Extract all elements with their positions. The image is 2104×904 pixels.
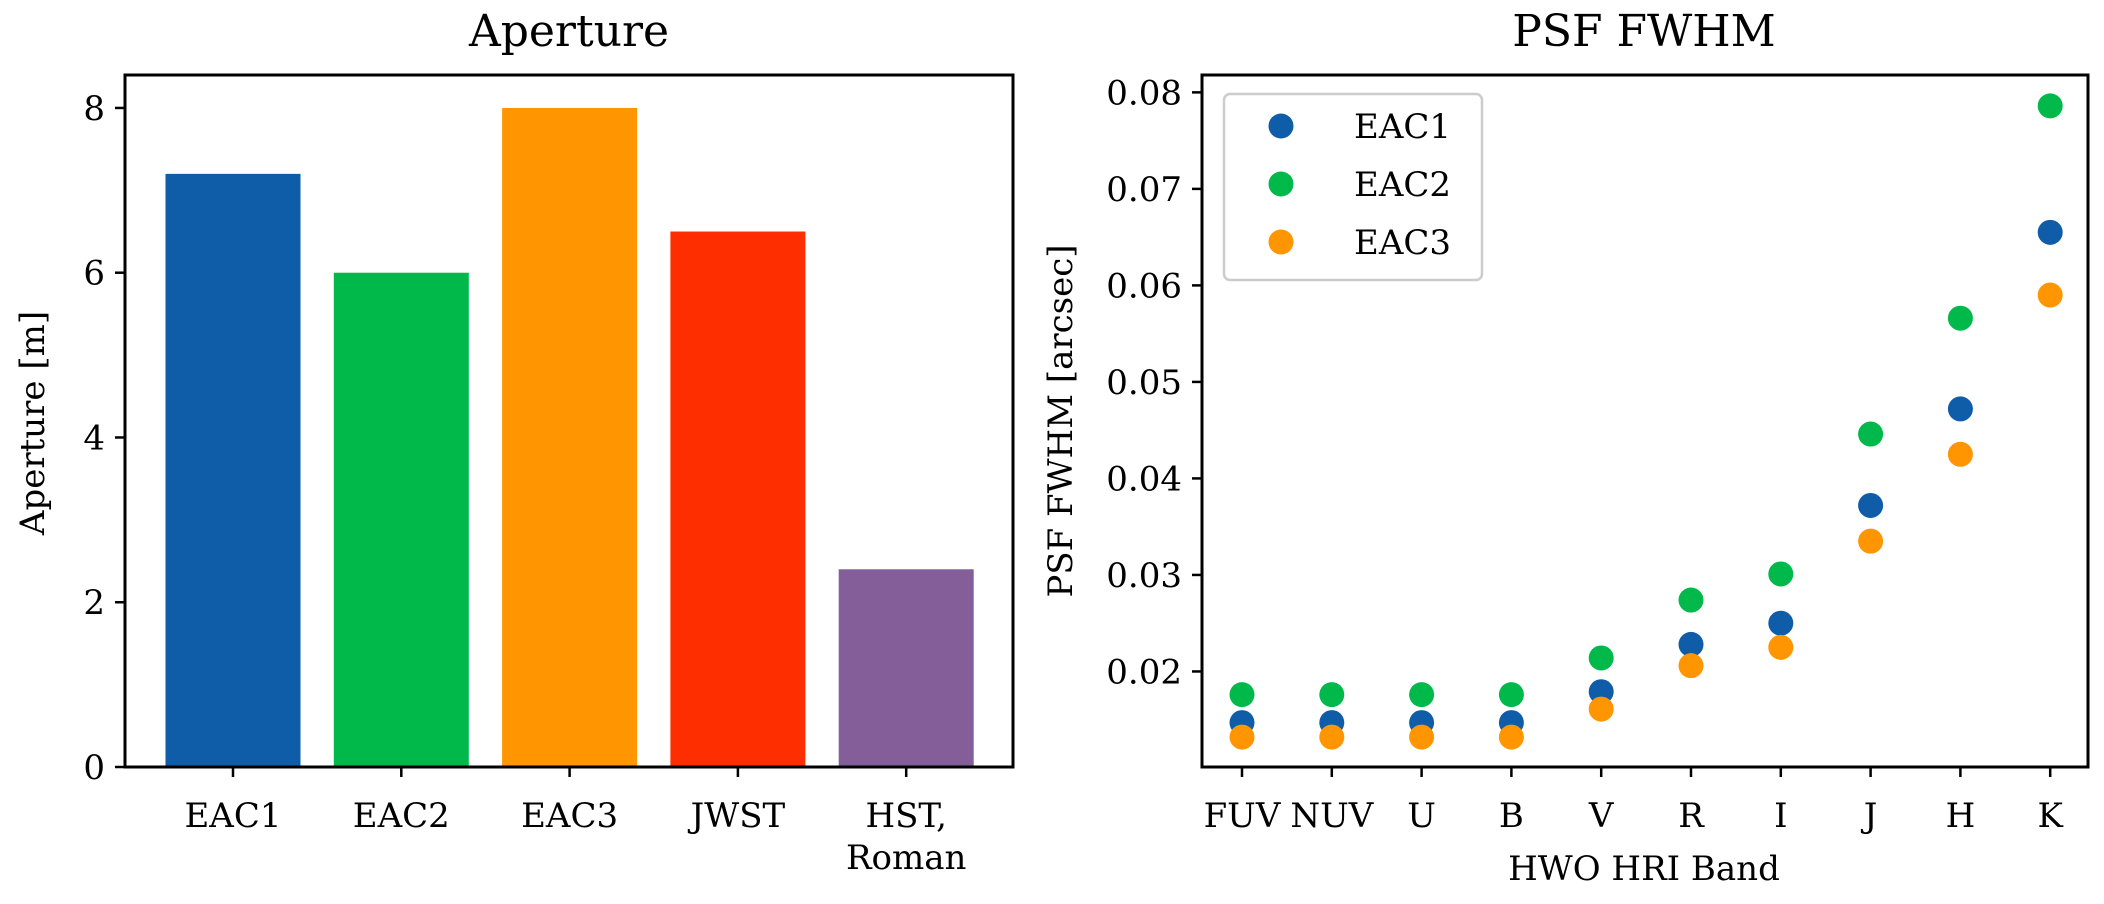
x-tick-label: I <box>1774 796 1787 836</box>
bar <box>502 107 638 767</box>
data-point <box>1498 724 1524 750</box>
data-point <box>1409 682 1435 708</box>
data-point <box>1678 653 1704 679</box>
data-point <box>2037 282 2063 308</box>
plot-frame <box>123 73 1015 769</box>
y-axis-ticks: 0.02 0.03 0.04 0.05 0.06 0.07 0.08 <box>1106 73 1202 692</box>
y-tick-label: 4 <box>83 418 105 458</box>
data-point <box>1768 634 1794 660</box>
data-point <box>1947 441 1973 467</box>
y-tick-label: 0.04 <box>1106 459 1182 499</box>
aperture-chart: Aperture Aperture [m] 0 2 4 6 8 EAC1 EAC2 EAC3… <box>13 6 1015 878</box>
y-tick-label: 0.03 <box>1106 556 1182 596</box>
y-axis-ticks: 0 2 4 6 8 <box>83 89 125 788</box>
y-tick-label: 2 <box>83 583 105 623</box>
x-axis-label: HWO HRI Band <box>1508 849 1780 889</box>
data-point <box>2037 219 2063 245</box>
x-tick-label: J <box>1861 796 1878 836</box>
data-point <box>1588 679 1614 705</box>
x-tick-label: Roman <box>846 838 966 878</box>
data-point <box>1319 682 1345 708</box>
legend-label: EAC2 <box>1354 165 1451 205</box>
bar <box>333 272 469 767</box>
chart-title: PSF FWHM <box>1512 6 1775 57</box>
y-tick-label: 0.08 <box>1106 73 1182 113</box>
data-point <box>1947 305 1973 331</box>
x-tick-label: B <box>1499 796 1524 836</box>
data-point <box>1768 610 1794 636</box>
legend-marker <box>1268 113 1294 139</box>
x-tick-label: EAC3 <box>521 796 618 836</box>
x-tick-label: V <box>1588 796 1615 836</box>
data-points <box>1229 93 2063 750</box>
y-tick-label: 6 <box>83 254 105 294</box>
data-point <box>1768 561 1794 587</box>
legend: EAC1 EAC2 EAC3 <box>1222 92 1484 282</box>
data-point <box>1858 421 1884 447</box>
data-point <box>1229 724 1255 750</box>
x-tick-label: EAC1 <box>184 796 281 836</box>
y-tick-label: 0.05 <box>1106 363 1182 403</box>
data-point <box>1858 528 1884 554</box>
bar <box>670 231 806 767</box>
data-point <box>1319 724 1345 750</box>
y-tick-label: 0.02 <box>1106 652 1182 692</box>
bar <box>838 569 974 767</box>
y-axis-label: PSF FWHM [arcsec] <box>1041 244 1081 597</box>
data-point <box>1947 396 1973 422</box>
x-axis-ticks: FUV NUV U B V R I J H K <box>1204 767 2063 836</box>
legend-marker <box>1268 229 1294 255</box>
psf-fwhm-chart: PSF FWHM PSF FWHM [arcsec] HWO HRI Band … <box>1041 6 2090 889</box>
data-point <box>2037 93 2063 119</box>
legend-marker <box>1268 171 1294 197</box>
x-tick-label: JWST <box>688 796 786 836</box>
x-axis-ticks: EAC1 EAC2 EAC3 JWST HST,Roman <box>184 767 966 878</box>
data-point <box>1858 492 1884 518</box>
x-tick-label: K <box>2037 796 2063 836</box>
x-tick-label: FUV <box>1204 796 1282 836</box>
data-point <box>1229 682 1255 708</box>
data-point <box>1409 724 1435 750</box>
x-tick-label: U <box>1407 796 1436 836</box>
x-tick-label: R <box>1678 796 1705 836</box>
bar <box>165 173 301 767</box>
legend-label: EAC3 <box>1354 223 1451 263</box>
data-point <box>1588 696 1614 722</box>
data-point <box>1588 645 1614 671</box>
data-point <box>1498 682 1524 708</box>
y-tick-label: 0.07 <box>1106 170 1182 210</box>
x-tick-label: H <box>1946 796 1976 836</box>
legend-label: EAC1 <box>1354 107 1451 147</box>
y-tick-label: 0.06 <box>1106 266 1182 306</box>
data-point <box>1678 631 1704 657</box>
x-tick-label: NUV <box>1290 796 1374 836</box>
chart-title: Aperture <box>468 6 669 57</box>
y-tick-label: 8 <box>83 89 105 129</box>
x-tick-label: EAC2 <box>353 796 450 836</box>
y-axis-label: Aperture [m] <box>13 311 53 536</box>
data-point <box>1678 587 1704 613</box>
bars <box>165 107 974 767</box>
plot-frame <box>1200 73 2090 769</box>
y-tick-label: 0 <box>83 748 105 788</box>
x-tick-label: HST, <box>865 796 946 836</box>
